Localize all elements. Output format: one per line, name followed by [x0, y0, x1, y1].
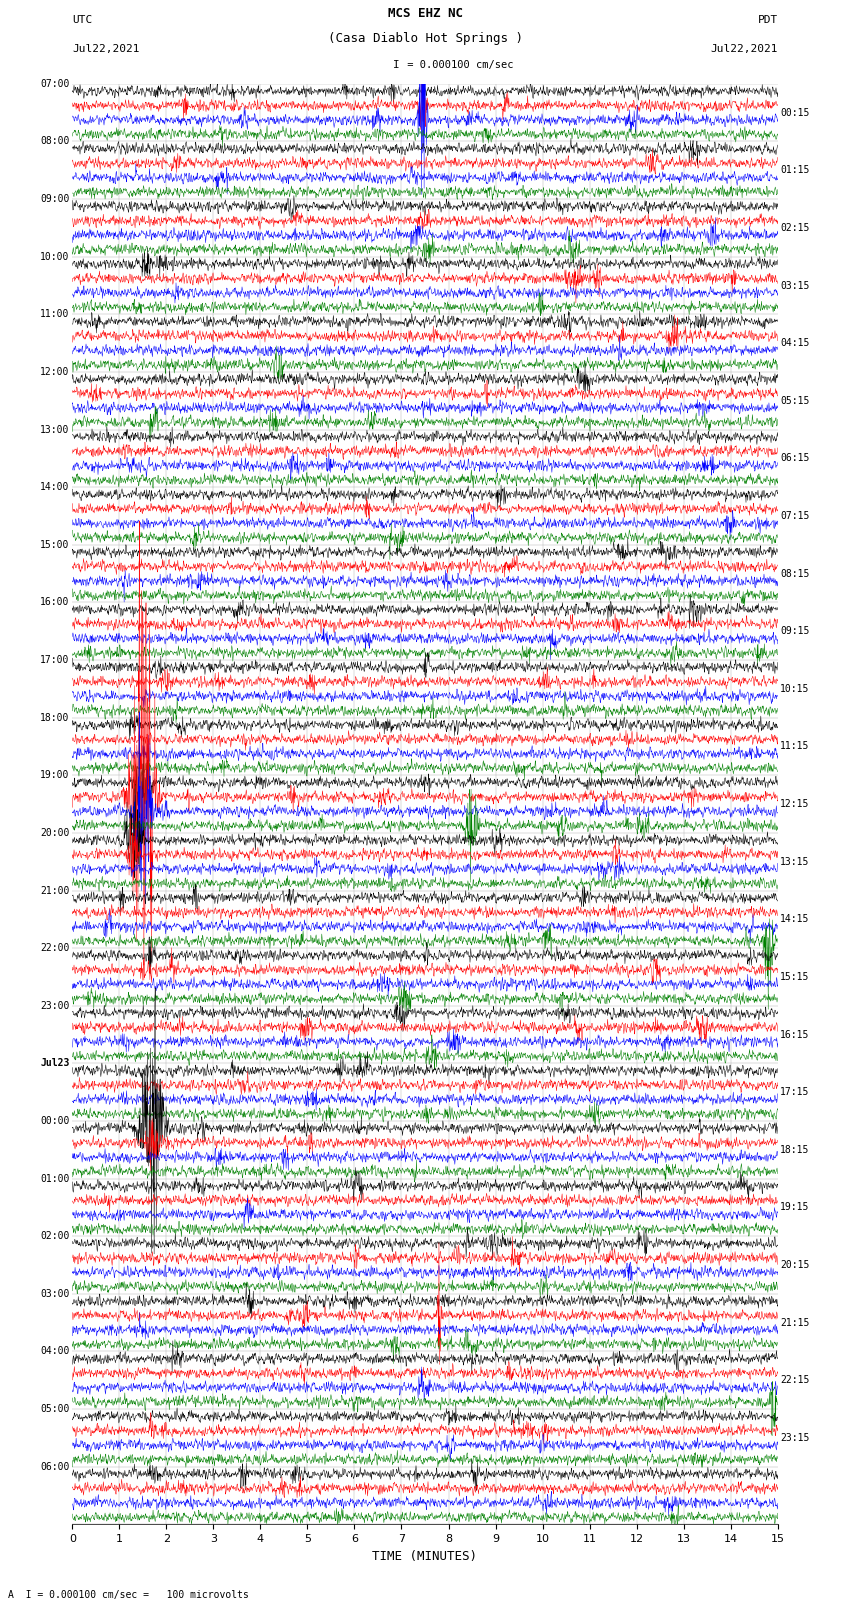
Text: 12:00: 12:00	[40, 368, 70, 377]
Text: 20:15: 20:15	[780, 1260, 810, 1269]
Text: 23:15: 23:15	[780, 1432, 810, 1444]
Text: 19:15: 19:15	[780, 1202, 810, 1213]
Text: 14:15: 14:15	[780, 915, 810, 924]
Text: 21:00: 21:00	[40, 886, 70, 895]
Text: 15:00: 15:00	[40, 540, 70, 550]
Text: 23:00: 23:00	[40, 1000, 70, 1011]
Text: 03:00: 03:00	[40, 1289, 70, 1298]
Text: Jul23: Jul23	[40, 1058, 70, 1068]
Text: 02:15: 02:15	[780, 223, 810, 232]
Text: 14:00: 14:00	[40, 482, 70, 492]
Text: 13:00: 13:00	[40, 424, 70, 434]
Text: 18:15: 18:15	[780, 1145, 810, 1155]
Text: 19:00: 19:00	[40, 771, 70, 781]
Text: 01:00: 01:00	[40, 1174, 70, 1184]
Text: 00:00: 00:00	[40, 1116, 70, 1126]
Text: 08:15: 08:15	[780, 569, 810, 579]
Text: 05:15: 05:15	[780, 395, 810, 406]
Text: 21:15: 21:15	[780, 1318, 810, 1327]
Text: 16:15: 16:15	[780, 1029, 810, 1039]
Text: UTC: UTC	[72, 15, 93, 26]
Text: 05:00: 05:00	[40, 1403, 70, 1415]
Text: 06:15: 06:15	[780, 453, 810, 463]
Text: PDT: PDT	[757, 15, 778, 26]
Text: 00:15: 00:15	[780, 108, 810, 118]
Text: Jul22,2021: Jul22,2021	[711, 44, 778, 53]
Text: 01:15: 01:15	[780, 165, 810, 176]
Text: 07:00: 07:00	[40, 79, 70, 89]
Text: 12:15: 12:15	[780, 798, 810, 810]
Text: 16:00: 16:00	[40, 597, 70, 608]
Text: 11:00: 11:00	[40, 310, 70, 319]
Text: (Casa Diablo Hot Springs ): (Casa Diablo Hot Springs )	[327, 32, 523, 45]
Text: 09:00: 09:00	[40, 194, 70, 205]
Text: 03:15: 03:15	[780, 281, 810, 290]
Text: 04:15: 04:15	[780, 339, 810, 348]
Text: 20:00: 20:00	[40, 827, 70, 837]
Text: 10:15: 10:15	[780, 684, 810, 694]
Text: 10:00: 10:00	[40, 252, 70, 261]
Text: 02:00: 02:00	[40, 1231, 70, 1240]
Text: 17:00: 17:00	[40, 655, 70, 665]
Text: 04:00: 04:00	[40, 1347, 70, 1357]
Text: 06:00: 06:00	[40, 1461, 70, 1471]
Text: 11:15: 11:15	[780, 742, 810, 752]
Text: 18:00: 18:00	[40, 713, 70, 723]
Text: 15:15: 15:15	[780, 973, 810, 982]
Text: I: I	[393, 60, 400, 71]
Text: Jul22,2021: Jul22,2021	[72, 44, 139, 53]
Text: = 0.000100 cm/sec: = 0.000100 cm/sec	[401, 60, 513, 71]
Text: 09:15: 09:15	[780, 626, 810, 636]
Text: 07:15: 07:15	[780, 511, 810, 521]
Text: 08:00: 08:00	[40, 137, 70, 147]
Text: 22:00: 22:00	[40, 944, 70, 953]
Text: 13:15: 13:15	[780, 857, 810, 866]
X-axis label: TIME (MINUTES): TIME (MINUTES)	[372, 1550, 478, 1563]
Text: A  I = 0.000100 cm/sec =   100 microvolts: A I = 0.000100 cm/sec = 100 microvolts	[8, 1590, 249, 1600]
Text: 17:15: 17:15	[780, 1087, 810, 1097]
Text: MCS EHZ NC: MCS EHZ NC	[388, 6, 462, 19]
Text: 22:15: 22:15	[780, 1376, 810, 1386]
